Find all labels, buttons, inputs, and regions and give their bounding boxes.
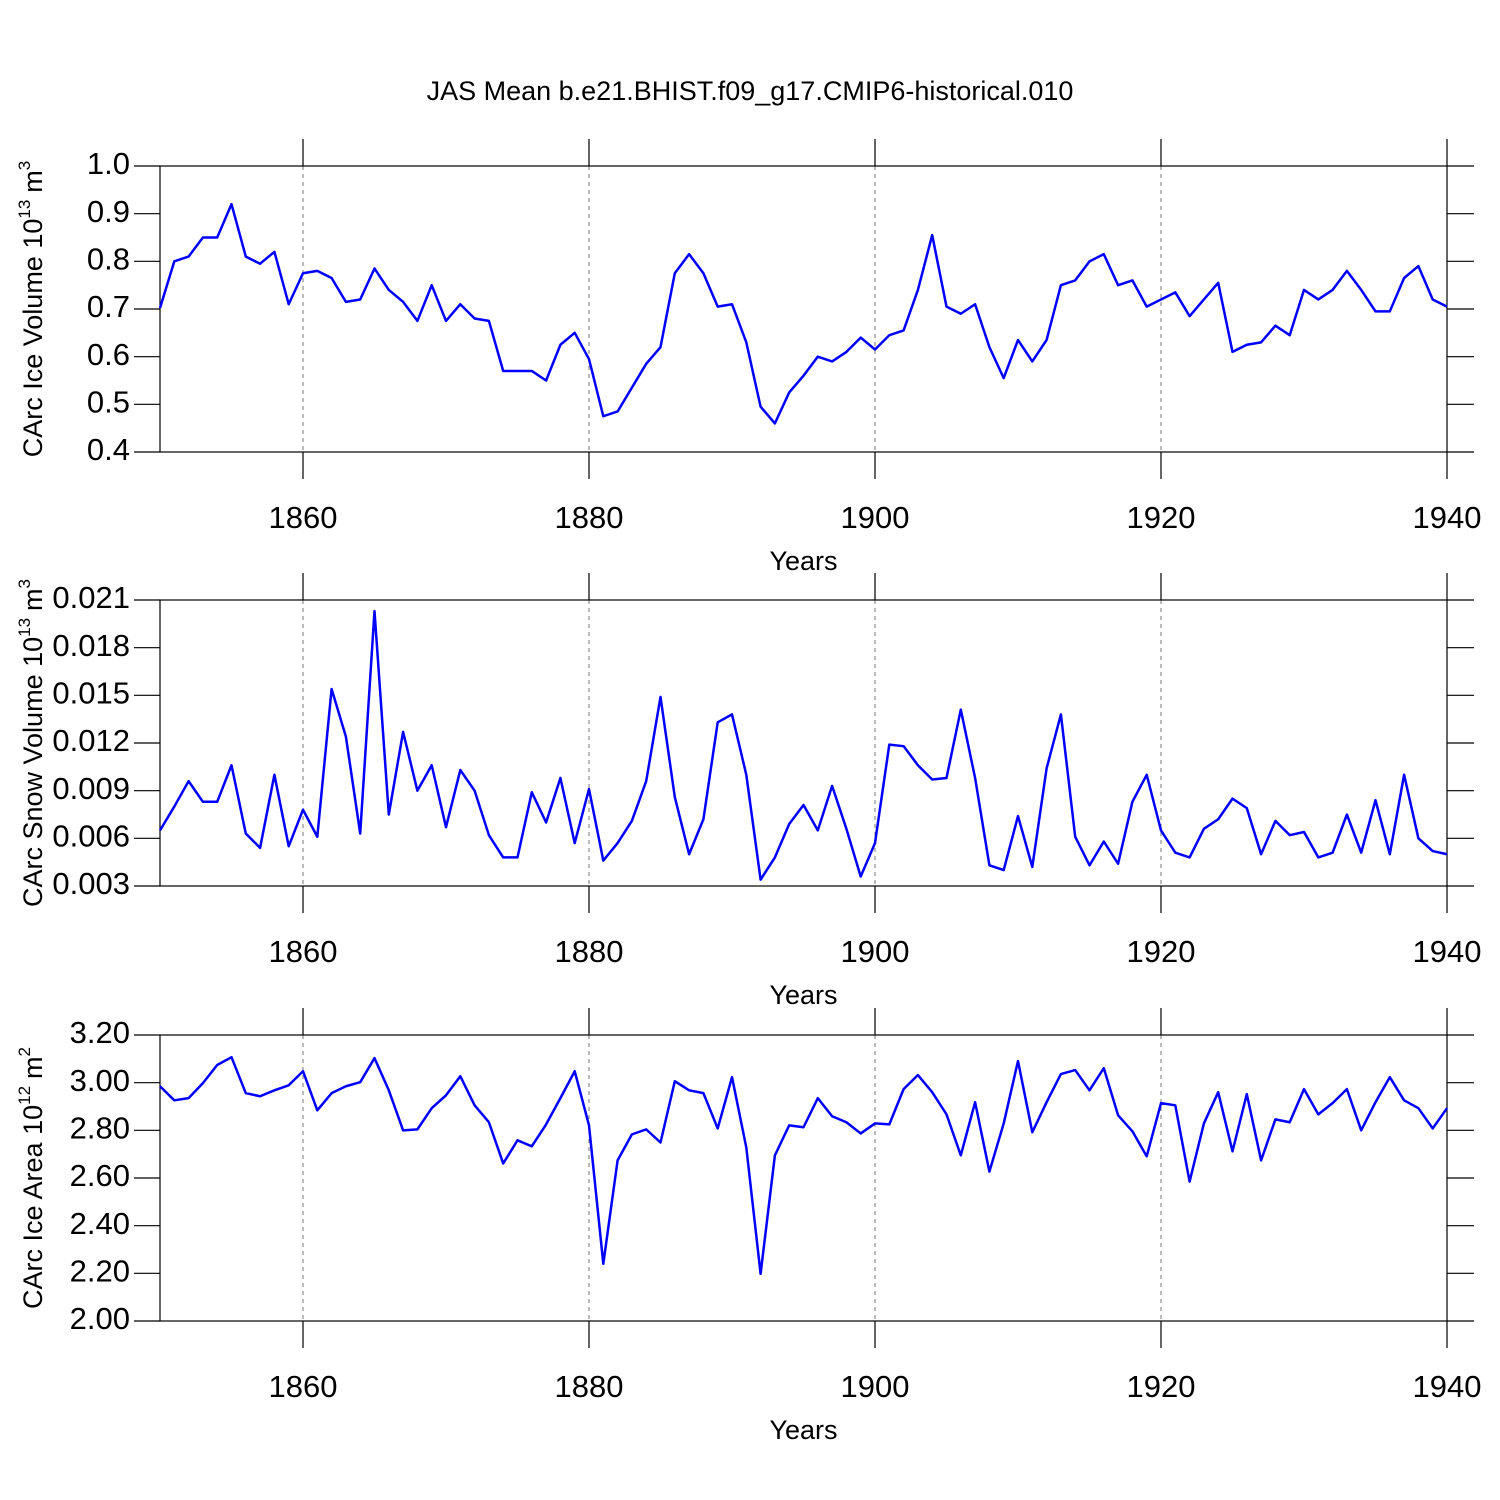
y-axis-title-unit: m — [18, 1056, 48, 1079]
y-tick-label: 0.018 — [52, 628, 130, 663]
plot-frame — [159, 599, 1448, 887]
y-tick-label: 0.9 — [87, 194, 130, 229]
y-axis-title-text: CArc Ice Volume 10 — [18, 219, 48, 458]
y-tick-label: 2.60 — [70, 1158, 130, 1193]
x-tick-label: 1920 — [1127, 1369, 1196, 1404]
x-tick-label: 1920 — [1127, 500, 1196, 535]
x-tick-label: 1940 — [1413, 500, 1482, 535]
y-axis-title: CArc Ice Volume 1013 m3 — [15, 161, 48, 458]
plot-frame — [159, 1034, 1448, 1322]
y-axis-title: CArc Ice Area 1012 m2 — [15, 1047, 48, 1309]
y-tick-label: 0.021 — [52, 580, 130, 615]
x-tick-label: 1860 — [269, 500, 338, 535]
x-tick-label: 1940 — [1413, 934, 1482, 969]
y-tick-label: 0.8 — [87, 242, 130, 277]
y-tick-label: 3.00 — [70, 1063, 130, 1098]
y-axis-title-unit-exponent: 3 — [15, 579, 34, 588]
y-tick-label: 1.0 — [87, 146, 130, 181]
x-axis-title: Years — [769, 1415, 837, 1445]
y-axis-title-unit: m — [18, 170, 48, 193]
y-tick-label: 2.80 — [70, 1111, 130, 1146]
x-tick-label: 1880 — [555, 1369, 624, 1404]
y-axis-title-unit: m — [18, 588, 48, 611]
y-tick-label: 0.5 — [87, 385, 130, 420]
x-tick-label: 1860 — [269, 934, 338, 969]
x-tick-label: 1920 — [1127, 934, 1196, 969]
data-line — [158, 609, 1448, 881]
x-tick-label: 1900 — [841, 500, 910, 535]
y-tick-label: 0.015 — [52, 676, 130, 711]
y-tick-label: 0.006 — [52, 819, 130, 854]
chart-title: JAS Mean b.e21.BHIST.f09_g17.CMIP6-histo… — [427, 76, 1074, 106]
y-tick-label: 0.012 — [52, 723, 130, 758]
y-tick-label: 0.4 — [87, 432, 130, 467]
x-tick-label: 1880 — [555, 500, 624, 535]
x-tick-label: 1940 — [1413, 1369, 1482, 1404]
y-axis-title-unit-exponent: 3 — [15, 161, 34, 170]
y-tick-label: 3.20 — [70, 1015, 130, 1050]
data-line — [158, 202, 1448, 425]
y-axis-title: CArc Snow Volume 1013 m3 — [15, 579, 48, 907]
x-tick-label: 1900 — [841, 1369, 910, 1404]
x-tick-label: 1880 — [555, 934, 624, 969]
x-tick-label: 1860 — [269, 1369, 338, 1404]
y-tick-label: 0.003 — [52, 866, 130, 901]
y-tick-label: 2.20 — [70, 1254, 130, 1289]
y-axis-title-text: CArc Snow Volume 10 — [18, 637, 48, 907]
y-axis-title-unit-exponent: 2 — [15, 1047, 34, 1056]
x-axis-title: Years — [769, 546, 837, 576]
y-axis-title-exponent: 13 — [15, 200, 34, 219]
y-axis-title-text: CArc Ice Area 10 — [18, 1105, 48, 1309]
plot-frame — [159, 165, 1448, 453]
y-tick-label: 2.00 — [70, 1301, 130, 1336]
x-tick-label: 1900 — [841, 934, 910, 969]
y-tick-label: 0.009 — [52, 771, 130, 806]
y-tick-label: 2.40 — [70, 1206, 130, 1241]
x-axis-title: Years — [769, 980, 837, 1010]
y-axis-title-exponent: 13 — [15, 618, 34, 637]
y-tick-label: 0.7 — [87, 289, 130, 324]
data-line — [159, 1055, 1449, 1276]
y-axis-title-exponent: 12 — [15, 1086, 34, 1105]
y-tick-label: 0.6 — [87, 337, 130, 372]
